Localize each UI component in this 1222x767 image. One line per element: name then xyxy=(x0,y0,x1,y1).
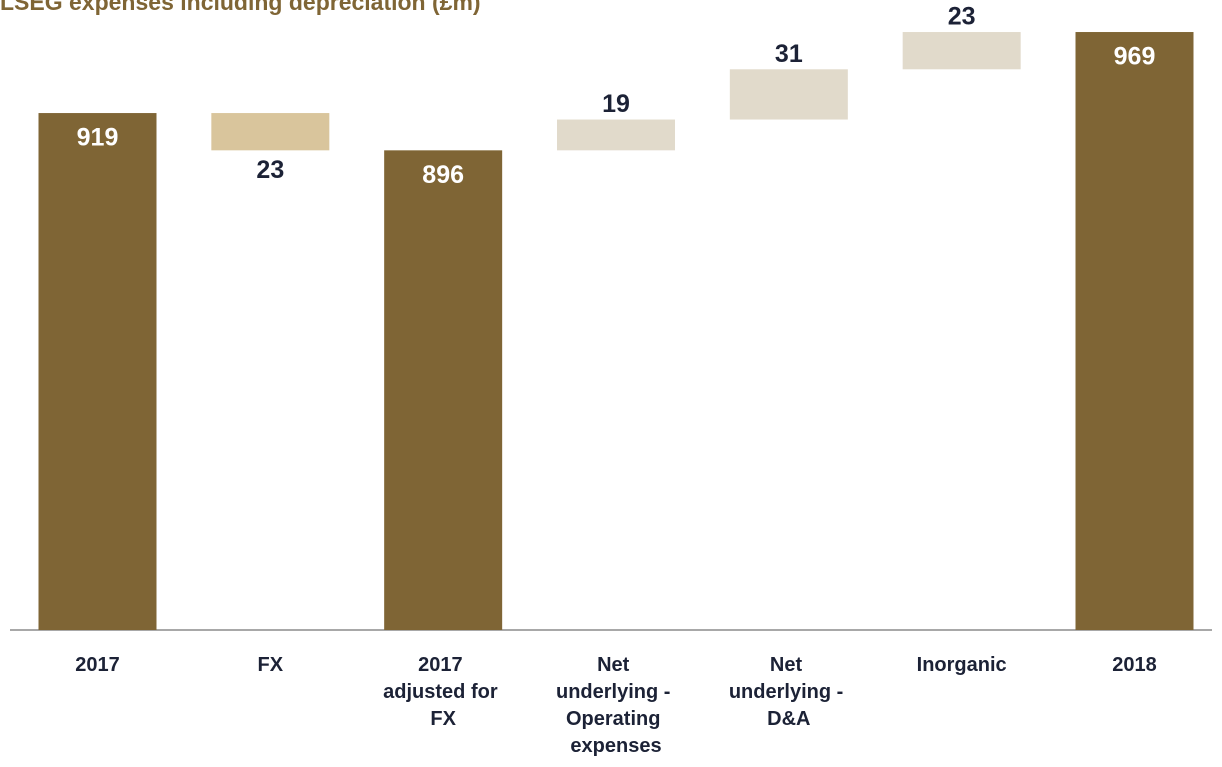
bar xyxy=(902,32,1021,70)
x-tick-label: 2018 xyxy=(1112,654,1157,676)
data-label: 31 xyxy=(775,40,803,68)
x-tick-label: Inorganic xyxy=(917,654,1007,676)
data-label: 969 xyxy=(1114,43,1156,71)
data-label: 896 xyxy=(422,161,464,189)
data-label: 919 xyxy=(77,124,119,152)
data-label: 23 xyxy=(948,3,976,31)
bar xyxy=(211,113,330,151)
x-tick-label: 2017 adjusted for FX xyxy=(383,654,503,730)
x-tick-label: Net underlying - Operating expenses xyxy=(556,654,676,757)
chart-title: LSEG expenses including depreciation (£m… xyxy=(0,0,481,15)
x-tick-label: 2017 xyxy=(75,654,120,676)
bar xyxy=(38,113,157,631)
bar xyxy=(384,150,503,631)
bar xyxy=(1075,32,1194,631)
x-tick-label: Net underlying - D&A xyxy=(729,654,849,730)
data-label: 19 xyxy=(602,90,630,118)
bar xyxy=(557,119,675,151)
data-label: 23 xyxy=(256,156,284,184)
bar xyxy=(729,69,848,120)
x-tick-label: FX xyxy=(258,654,284,676)
